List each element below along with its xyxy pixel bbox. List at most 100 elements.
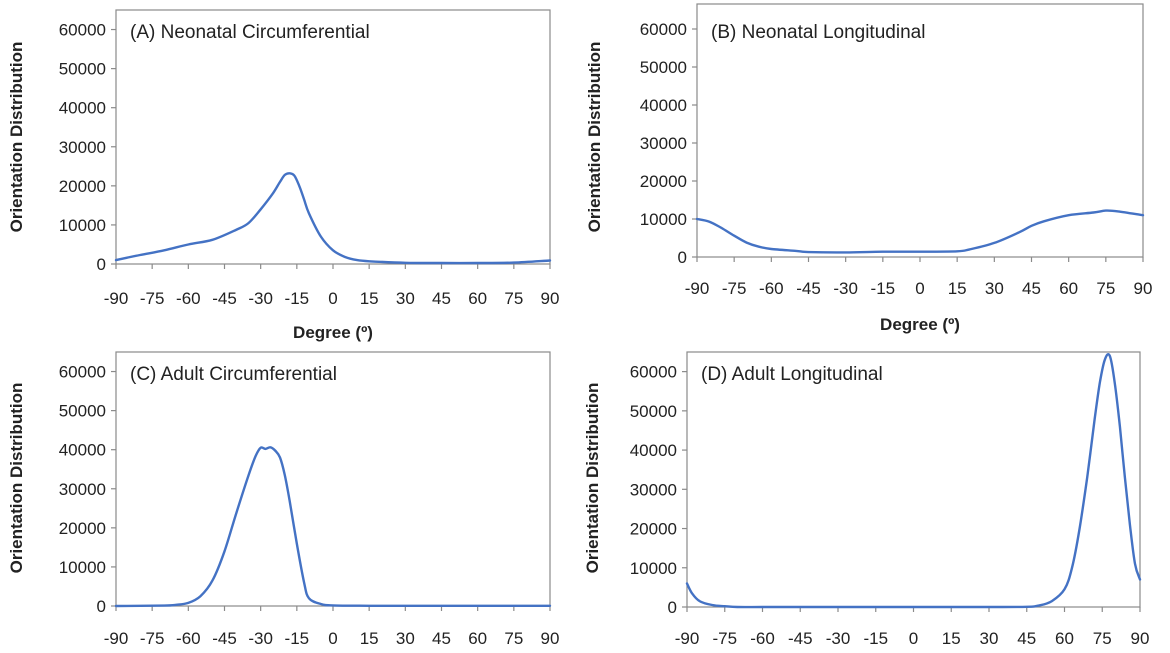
x-tick-label: 30 (396, 289, 415, 308)
x-tick-label: 45 (432, 289, 451, 308)
y-tick-label: 20000 (640, 172, 687, 191)
y-tick-label: 0 (97, 597, 106, 616)
x-tick-label: 30 (985, 279, 1004, 298)
plot-frame (115, 351, 551, 607)
y-tick-label: 60000 (640, 20, 687, 39)
y-tick-label: 50000 (640, 58, 687, 77)
y-tick-label: 10000 (640, 210, 687, 229)
y-tick-label: 40000 (630, 441, 677, 460)
series-line (695, 209, 1145, 254)
series-line (114, 446, 552, 608)
chart-panel-b: 0 10000 20000 30000 40000 50000 60000 -90 -75 -60… (585, 3, 1153, 334)
x-tick-label: -15 (285, 629, 310, 648)
y-tick-label: 10000 (630, 559, 677, 578)
y-tick-label: 50000 (59, 60, 106, 79)
y-tick-label: 40000 (640, 96, 687, 115)
x-tick-label: -75 (712, 629, 737, 648)
x-tick-label: -15 (871, 279, 896, 298)
y-axis-label: Orientation Distribution (585, 42, 604, 233)
x-tick-label: 90 (541, 629, 560, 648)
x-tick-label: -15 (285, 289, 310, 308)
x-tick-label: 0 (328, 289, 337, 308)
panel-title: (C) Adult Circumferential (130, 364, 337, 385)
x-tick-label: 0 (328, 629, 337, 648)
chart-panel-c: 0 10000 20000 30000 40000 50000 60000 -90 -75 -60… (7, 351, 560, 648)
y-tick-label: 10000 (59, 558, 106, 577)
x-tick-label: 90 (1134, 279, 1153, 298)
y-tick-label: 20000 (59, 177, 106, 196)
x-tick-label: -45 (212, 289, 237, 308)
x-tick-label: 0 (909, 629, 918, 648)
x-tick-label: -90 (685, 279, 710, 298)
x-tick-label: -45 (796, 279, 821, 298)
x-tick-label: 45 (432, 629, 451, 648)
series-line (114, 172, 552, 265)
y-tick-label: 30000 (630, 480, 677, 499)
x-tick-label: 75 (1093, 629, 1112, 648)
x-tick-label: -30 (833, 279, 858, 298)
y-tick-label: 40000 (59, 441, 106, 460)
x-tick-label: 75 (1096, 279, 1115, 298)
x-tick-label: 60 (1059, 279, 1078, 298)
x-tick-label: -30 (248, 289, 273, 308)
x-axis-label: Degree (º) (880, 315, 960, 334)
panel-title: (D) Adult Longitudinal (701, 364, 883, 385)
x-tick-label: -15 (863, 629, 888, 648)
y-tick-label: 60000 (59, 363, 106, 382)
x-tick-label: -45 (212, 629, 237, 648)
y-axis-label: Orientation Distribution (7, 42, 26, 233)
x-tick-label: -75 (140, 289, 165, 308)
x-tick-label: 30 (396, 629, 415, 648)
y-tick-label: 30000 (59, 138, 106, 157)
y-tick-label: 60000 (630, 363, 677, 382)
chart-panel-d: 0 10000 20000 30000 40000 50000 60000 -90 -75 -60… (583, 351, 1150, 648)
x-axis-label: Degree (º) (293, 323, 373, 342)
y-axis-label: Orientation Distribution (7, 383, 26, 574)
panel-title: (B) Neonatal Longitudinal (711, 22, 925, 43)
panel-title: (A) Neonatal Circumferential (130, 22, 370, 43)
series-line (685, 353, 1142, 609)
chart-panel-a: 0 10000 20000 30000 40000 50000 60000 -90 -75 -60… (7, 9, 560, 342)
x-tick-label: 0 (915, 279, 924, 298)
x-tick-label: 90 (541, 289, 560, 308)
y-tick-label: 50000 (59, 402, 106, 421)
y-tick-label: 30000 (59, 480, 106, 499)
x-tick-label: 30 (980, 629, 999, 648)
y-tick-label: 0 (97, 255, 106, 274)
x-tick-label: -60 (750, 629, 775, 648)
x-tick-label: 60 (468, 289, 487, 308)
x-tick-label: -60 (759, 279, 784, 298)
x-tick-label: 15 (360, 629, 379, 648)
y-tick-label: 40000 (59, 99, 106, 118)
y-tick-label: 30000 (640, 134, 687, 153)
x-tick-label: 45 (1022, 279, 1041, 298)
x-tick-label: -60 (176, 629, 201, 648)
x-tick-label: 90 (1131, 629, 1150, 648)
x-tick-label: 15 (948, 279, 967, 298)
y-tick-label: 20000 (630, 520, 677, 539)
x-tick-label: -75 (140, 629, 165, 648)
y-tick-label: 60000 (59, 21, 106, 40)
x-tick-label: -90 (104, 289, 129, 308)
x-tick-label: -90 (675, 629, 700, 648)
x-tick-label: -90 (104, 629, 129, 648)
y-tick-label: 20000 (59, 519, 106, 538)
x-tick-label: 60 (468, 629, 487, 648)
x-tick-label: 75 (504, 289, 523, 308)
x-tick-label: -60 (176, 289, 201, 308)
x-tick-label: -75 (722, 279, 747, 298)
x-tick-label: 45 (1017, 629, 1036, 648)
y-tick-label: 0 (678, 248, 687, 267)
x-tick-label: -30 (826, 629, 851, 648)
x-tick-label: 15 (360, 289, 379, 308)
y-tick-label: 10000 (59, 216, 106, 235)
y-tick-label: 50000 (630, 402, 677, 421)
x-tick-label: 60 (1055, 629, 1074, 648)
y-axis-label: Orientation Distribution (583, 383, 602, 574)
x-tick-label: 15 (942, 629, 961, 648)
x-tick-label: 75 (504, 629, 523, 648)
plot-frame (115, 9, 551, 265)
x-tick-label: -30 (248, 629, 273, 648)
y-tick-label: 0 (668, 598, 677, 617)
